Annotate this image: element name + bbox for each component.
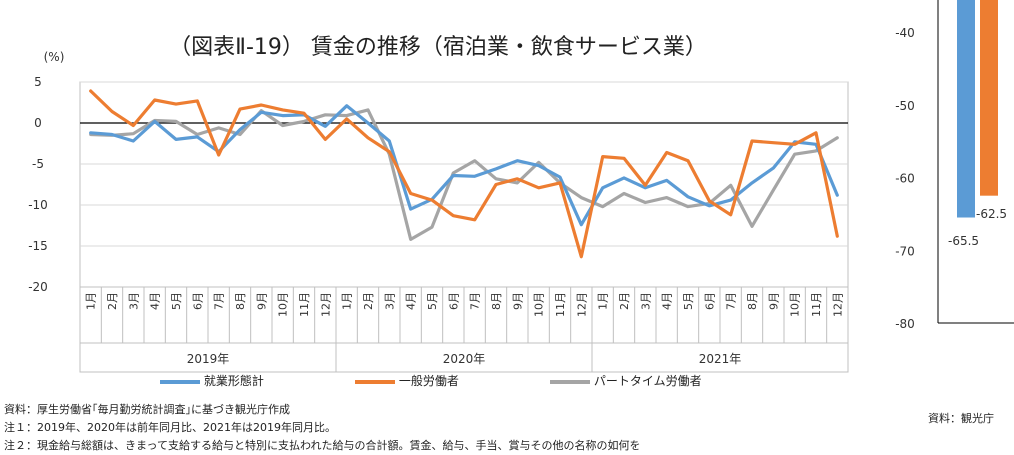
x-month-label: 8月 [746, 292, 759, 310]
right-y-tick-label: -40 [895, 26, 915, 40]
source-note: 資料：厚生労働省｢毎月勤労統計調査｣に基づき観光庁作成 [4, 403, 290, 416]
x-month-label: 3月 [639, 292, 652, 310]
right-y-tick-label: -60 [895, 172, 915, 186]
note-1: 注１：2019年、2020年は前年同月比、2021年は2019年同月比。 [4, 421, 336, 434]
x-year-label: 2021年 [699, 352, 742, 366]
chart-title: （図表Ⅱ-19） 賃金の推移（宿泊業・飲食サービス業） [169, 35, 707, 60]
x-month-label: 5月 [426, 292, 439, 310]
note-2: 注２：現金給与総額は、きまって支給する給与と特別に支払われた給与の合計額。賃金、… [4, 439, 641, 452]
x-month-label: 10月 [789, 292, 802, 317]
x-month-label: 4月 [661, 292, 674, 310]
x-month-label: 12月 [831, 292, 844, 317]
right-bar-2-data-label: -62.5 [976, 207, 1007, 221]
legend-item-series-1: 就業形態計 [160, 372, 264, 389]
legend-item-series-3: パートタイム労働者 [550, 372, 702, 389]
x-month-label: 11月 [298, 292, 311, 317]
x-month-label: 8月 [234, 292, 247, 310]
legend-label-series-2: 一般労働者 [398, 374, 459, 388]
right-bar-2 [980, 0, 998, 196]
series-line-2 [89, 89, 839, 259]
right-source-note: 資料：観光庁 [928, 412, 994, 425]
x-month-label: 7月 [469, 292, 482, 310]
y-tick-label: -15 [28, 239, 48, 253]
x-month-label: 9月 [511, 292, 524, 310]
x-year-label: 2019年 [187, 352, 230, 366]
right-y-tick-label: -70 [895, 244, 915, 258]
x-month-label: 1月 [341, 292, 354, 310]
x-month-label: 5月 [682, 292, 695, 310]
x-month-label: 4月 [149, 292, 162, 310]
x-month-label: 2月 [106, 292, 119, 310]
x-month-label: 3月 [127, 292, 140, 310]
right-bar-1 [957, 0, 975, 218]
x-month-label: 12月 [575, 292, 588, 317]
y-tick-label: 5 [34, 75, 42, 89]
x-month-label: 1月 [85, 292, 98, 310]
x-month-label: 11月 [554, 292, 567, 317]
y-tick-label: -5 [32, 157, 44, 171]
x-month-label: 4月 [405, 292, 418, 310]
x-month-label: 6月 [703, 292, 716, 310]
y-tick-label: -20 [28, 280, 48, 294]
x-month-label: 3月 [383, 292, 396, 310]
legend-label-series-1: 就業形態計 [203, 374, 264, 388]
legend-item-series-2: 一般労働者 [355, 372, 459, 389]
x-month-label: 10月 [277, 292, 290, 317]
series-line-3 [89, 108, 839, 241]
x-month-label: 6月 [447, 292, 460, 310]
right-bar-1-data-label: -65.5 [948, 234, 979, 248]
y-axis-unit-label: (%) [44, 50, 65, 64]
x-month-label: 7月 [725, 292, 738, 310]
x-month-label: 7月 [213, 292, 226, 310]
x-month-label: 10月 [533, 292, 546, 317]
x-month-label: 11月 [810, 292, 823, 317]
right-y-tick-label: -80 [895, 317, 915, 331]
x-month-label: 12月 [319, 292, 332, 317]
x-month-label: 2月 [618, 292, 631, 310]
x-month-label: 9月 [767, 292, 780, 310]
legend: 就業形態計 一般労働者 パートタイム労働者 [160, 372, 780, 388]
x-month-label: 2月 [362, 292, 375, 310]
x-month-label: 9月 [255, 292, 268, 310]
x-month-label: 8月 [490, 292, 503, 310]
y-tick-label: -10 [28, 198, 48, 212]
legend-label-series-3: パートタイム労働者 [593, 374, 702, 388]
x-month-label: 6月 [191, 292, 204, 310]
x-year-label: 2020年 [443, 352, 486, 366]
x-month-label: 5月 [170, 292, 183, 310]
y-tick-label: 0 [34, 116, 42, 130]
x-month-label: 1月 [597, 292, 610, 310]
right-y-tick-label: -50 [895, 99, 915, 113]
